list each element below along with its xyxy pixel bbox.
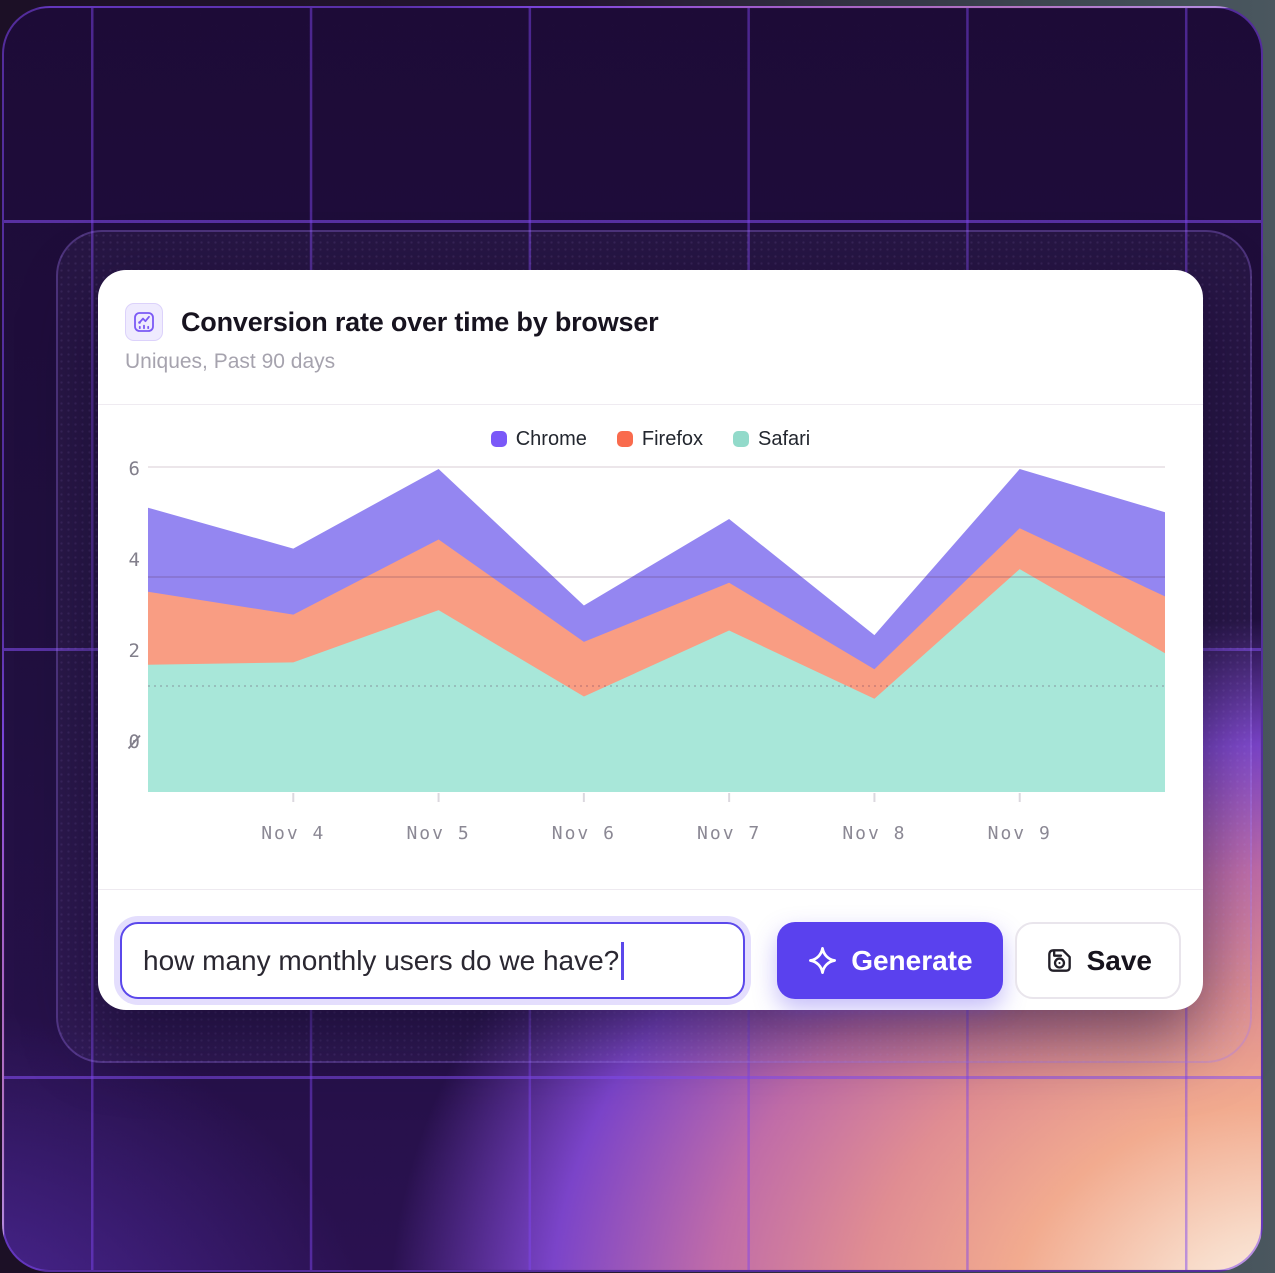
- svg-text:Nov 8: Nov 8: [842, 823, 906, 844]
- svg-text:2: 2: [129, 640, 140, 662]
- legend-label: Safari: [758, 427, 811, 450]
- svg-text:4: 4: [129, 549, 140, 571]
- svg-text:Nov 9: Nov 9: [988, 823, 1052, 844]
- prompt-input[interactable]: how many monthly users do we have?: [120, 922, 746, 999]
- line-chart-icon: [125, 303, 163, 341]
- legend-item-firefox: Firefox: [616, 427, 703, 451]
- text-cursor: [621, 941, 625, 980]
- generate-button-label: Generate: [851, 944, 973, 976]
- save-button[interactable]: Save: [1014, 922, 1181, 999]
- svg-text:Nov 4: Nov 4: [261, 823, 325, 844]
- save-icon: [1047, 949, 1071, 972]
- legend-label: Firefox: [641, 427, 703, 450]
- page-title: Conversion rate over time by browser: [181, 306, 659, 337]
- svg-text:Nov 6: Nov 6: [552, 823, 616, 844]
- svg-text:Nov 7: Nov 7: [697, 823, 761, 844]
- legend-item-chrome: Chrome: [490, 427, 587, 451]
- legend-swatch-safari: [733, 431, 749, 447]
- prompt-input-text: how many monthly users do we have?: [143, 944, 620, 976]
- legend-swatch-firefox: [616, 431, 633, 447]
- sparkle-icon: [809, 947, 837, 974]
- card-header: Conversion rate over time by browser Uni…: [98, 270, 1203, 405]
- chart-card: Conversion rate over time by browser Uni…: [98, 270, 1203, 1010]
- save-button-label: Save: [1086, 944, 1152, 976]
- legend-swatch-chrome: [490, 431, 507, 447]
- svg-text:6: 6: [129, 458, 140, 480]
- subtitle: Uniques, Past 90 days: [125, 350, 336, 373]
- chart-section: Chrome Firefox Safari Nov 4 Nov 5 Nov 6 Nov 7…: [98, 427, 1203, 890]
- legend-label: Chrome: [515, 427, 587, 450]
- legend-item-safari: Safari: [733, 428, 810, 451]
- controls-row: how many monthly users do we have? Gener…: [98, 890, 1203, 1031]
- chart-legend: Chrome Firefox Safari: [98, 427, 1203, 451]
- svg-text:Nov 5: Nov 5: [406, 823, 470, 844]
- generate-button[interactable]: Generate: [777, 922, 1003, 999]
